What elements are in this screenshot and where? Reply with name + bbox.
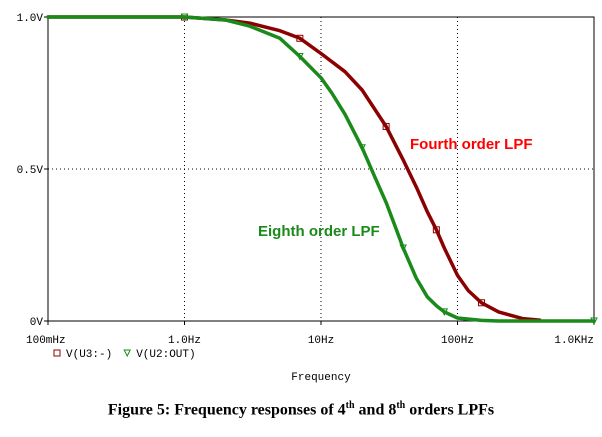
data-point [432, 226, 440, 234]
x-axis-label: Frequency [291, 372, 351, 384]
series-annotation-2: Eighth order LPF [258, 223, 380, 240]
legend-entry-1: V(U3:-) [66, 349, 112, 361]
data-point [358, 144, 366, 152]
legend: V(U3:-) V(U2:OUT) [53, 349, 196, 361]
caption-suffix: orders LPFs [405, 401, 495, 419]
series-line-2 [46, 15, 596, 323]
data-point [399, 244, 407, 253]
grid [48, 17, 594, 321]
x-tick-label: 10Hz [308, 335, 334, 347]
data-point [296, 53, 304, 61]
caption-sup-2: th [396, 400, 406, 411]
caption-middle: and 8 [354, 401, 397, 419]
axis-ticks: 100mHz 1.0Hz 10Hz 100Hz 1.0KHz 0V 0.5V 1.0V [17, 13, 595, 347]
data-point [382, 122, 390, 130]
x-tick-label: 100mHz [26, 335, 66, 347]
legend-marker-triangle [123, 349, 132, 358]
data-point [296, 34, 304, 42]
data-point [478, 299, 486, 307]
caption-prefix: Figure 5: Frequency responses of 4 [107, 401, 346, 419]
x-tick-label: 1.0KHz [554, 335, 594, 347]
data-point [180, 13, 189, 22]
figure-caption: Figure 5: Frequency responses of 4th and… [0, 400, 602, 419]
x-tick-label: 100Hz [441, 335, 474, 347]
legend-entry-2: V(U2:OUT) [136, 349, 195, 361]
x-tick-label: 1.0Hz [168, 335, 201, 347]
annotations: Fourth order LPF Eighth order LPF [258, 136, 533, 240]
series-layer [46, 13, 598, 326]
legend-marker-square [53, 349, 61, 357]
y-tick-label: 0.5V [17, 165, 44, 177]
caption-sup-1: th [345, 400, 355, 411]
y-tick-label: 1.0V [17, 13, 44, 25]
series-annotation-1: Fourth order LPF [410, 136, 533, 153]
data-point [590, 317, 598, 326]
data-point [440, 308, 449, 316]
y-tick-label: 0V [30, 317, 44, 329]
